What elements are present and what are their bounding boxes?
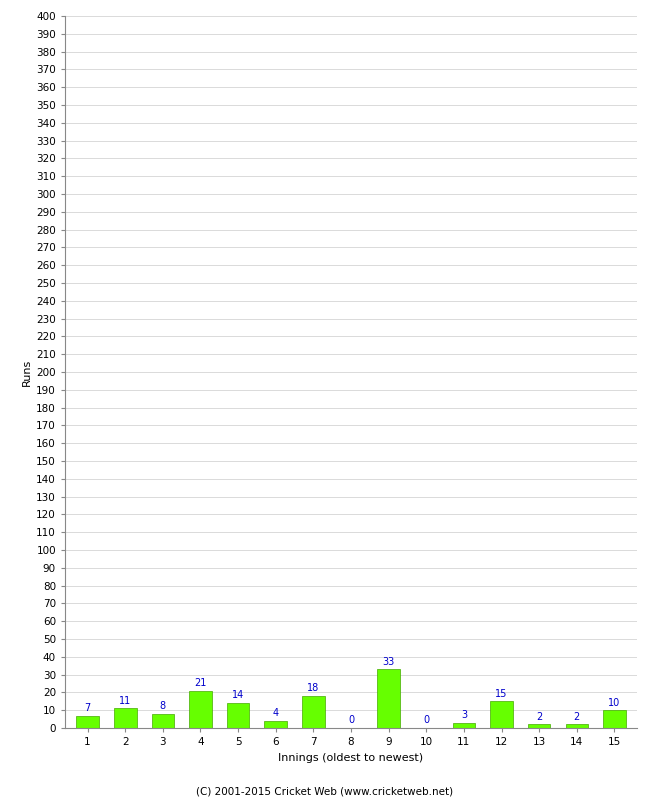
Text: 0: 0 bbox=[423, 715, 430, 726]
Text: (C) 2001-2015 Cricket Web (www.cricketweb.net): (C) 2001-2015 Cricket Web (www.cricketwe… bbox=[196, 786, 454, 796]
Text: 2: 2 bbox=[536, 712, 542, 722]
Text: 11: 11 bbox=[119, 696, 131, 706]
Text: 18: 18 bbox=[307, 683, 320, 694]
Text: 7: 7 bbox=[84, 703, 91, 713]
Bar bbox=[566, 725, 588, 728]
Bar bbox=[189, 690, 212, 728]
Bar bbox=[452, 722, 475, 728]
Bar bbox=[302, 696, 324, 728]
Text: 21: 21 bbox=[194, 678, 207, 688]
Text: 15: 15 bbox=[495, 689, 508, 698]
Text: 3: 3 bbox=[461, 710, 467, 720]
Bar bbox=[265, 721, 287, 728]
Text: 14: 14 bbox=[232, 690, 244, 701]
Text: 2: 2 bbox=[574, 712, 580, 722]
Bar bbox=[603, 710, 626, 728]
Bar bbox=[114, 709, 136, 728]
Y-axis label: Runs: Runs bbox=[22, 358, 32, 386]
Text: 8: 8 bbox=[160, 701, 166, 711]
Text: 10: 10 bbox=[608, 698, 621, 707]
Bar bbox=[378, 670, 400, 728]
Bar bbox=[227, 703, 250, 728]
X-axis label: Innings (oldest to newest): Innings (oldest to newest) bbox=[278, 753, 424, 762]
Bar bbox=[528, 725, 551, 728]
Text: 4: 4 bbox=[272, 708, 279, 718]
Bar bbox=[490, 702, 513, 728]
Text: 0: 0 bbox=[348, 715, 354, 726]
Bar bbox=[76, 715, 99, 728]
Text: 33: 33 bbox=[382, 657, 395, 666]
Bar bbox=[151, 714, 174, 728]
